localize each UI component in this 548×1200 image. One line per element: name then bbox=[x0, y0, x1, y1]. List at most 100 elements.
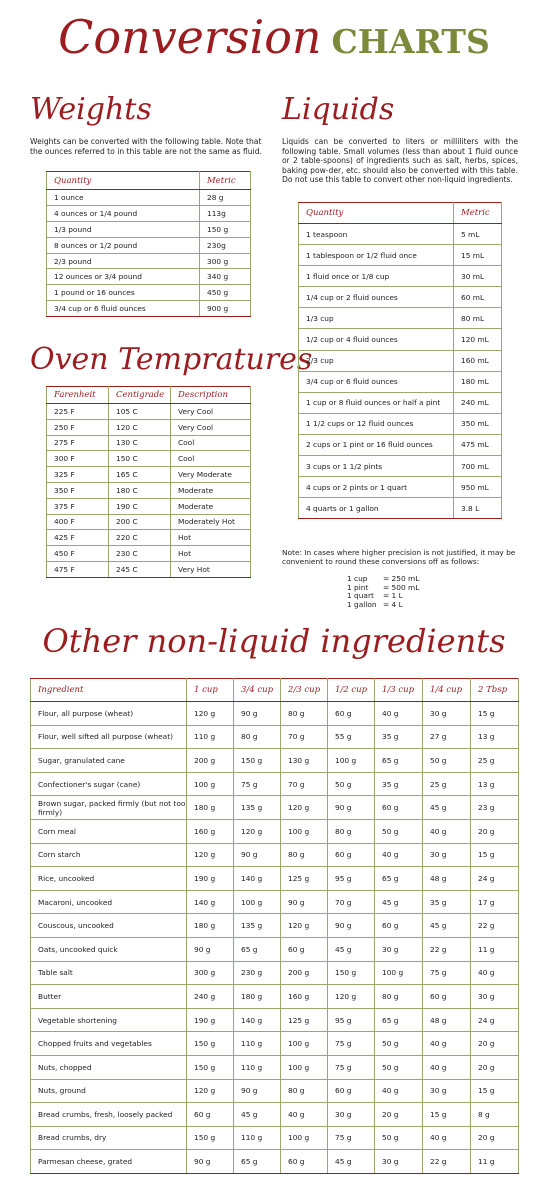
table-cell: 30 g bbox=[422, 1078, 471, 1104]
table-row: 1/2 cup or 4 fluid ounces 120 mL bbox=[298, 328, 502, 351]
table-row: 275 F 130 C Cool bbox=[46, 434, 251, 452]
table-cell: 40 g bbox=[422, 1031, 471, 1056]
table-cell: 3/4 cup or 6 fluid ounces bbox=[46, 300, 200, 318]
table-row: Nuts, chopped 150 g 110 g 100 g 75 g 50 g 40 g… bbox=[30, 1054, 519, 1080]
table-cell: 180 C bbox=[108, 481, 171, 499]
table-row: 8 ounces or 1/2 pound 230g bbox=[46, 236, 251, 254]
table-cell: 35 g bbox=[422, 889, 471, 915]
table-cell: 25 g bbox=[422, 771, 471, 797]
table-cell: 20 g bbox=[374, 1102, 423, 1127]
table-cell: 2 cups or 1 pint or 16 fluid ounces bbox=[298, 433, 454, 457]
table-cell: 3.8 L bbox=[453, 497, 502, 520]
table-cell: 15 g bbox=[470, 701, 519, 726]
table-cell: 100 g bbox=[327, 748, 375, 773]
table-cell: 50 g bbox=[422, 748, 471, 773]
table-cell: 15 g bbox=[470, 1078, 519, 1104]
table-cell: 1 pound or 16 ounces bbox=[46, 284, 200, 302]
rounding-value: = 500 mL bbox=[383, 582, 420, 592]
table-row: 225 F 105 C Very Cool bbox=[46, 403, 251, 420]
table-row: 1 ounce 28 g bbox=[46, 189, 251, 206]
table-cell: 475 mL bbox=[453, 433, 502, 457]
column-header: Centigrade bbox=[108, 386, 171, 404]
table-row: 2 cups or 1 pint or 16 fluid ounces 475 m… bbox=[298, 433, 502, 457]
table-cell: 95 g bbox=[327, 1007, 375, 1033]
table-cell: 200 g bbox=[280, 960, 328, 986]
table-cell: 65 g bbox=[374, 1007, 423, 1033]
table-row: 300 F 150 C Cool bbox=[46, 450, 251, 468]
table-cell: 135 g bbox=[233, 795, 281, 820]
table-cell: 45 g bbox=[327, 936, 375, 962]
table-cell: 8 g bbox=[470, 1102, 519, 1127]
table-cell: Oats, uncooked quick bbox=[30, 936, 187, 962]
table-cell: 950 mL bbox=[453, 476, 502, 499]
table-cell: 48 g bbox=[422, 866, 471, 891]
table-cell: 105 C bbox=[108, 403, 171, 420]
table-cell: Very Cool bbox=[170, 418, 251, 436]
table-cell: 120 C bbox=[108, 418, 171, 436]
table-cell: 20 g bbox=[470, 1054, 519, 1080]
table-cell: 120 g bbox=[280, 913, 328, 938]
table-cell: Hot bbox=[170, 529, 251, 547]
table-cell: 150 g bbox=[186, 1125, 234, 1151]
table-cell: Moderately Hot bbox=[170, 513, 251, 531]
table-cell: 200 C bbox=[108, 513, 171, 531]
table-cell: 245 C bbox=[108, 560, 171, 578]
table-cell: 80 mL bbox=[453, 307, 502, 330]
weights-intro: Weights can be converted with the follow… bbox=[30, 137, 262, 156]
table-cell: 1/2 cup or 4 fluid ounces bbox=[298, 328, 454, 351]
table-cell: 60 g bbox=[280, 936, 328, 962]
table-cell: 340 g bbox=[199, 268, 251, 286]
table-cell: 65 g bbox=[233, 1149, 281, 1174]
table-cell: 22 g bbox=[422, 936, 471, 962]
table-cell: 75 g bbox=[327, 1125, 375, 1151]
table-cell: 75 g bbox=[233, 771, 281, 797]
table-cell: 35 g bbox=[374, 771, 423, 797]
table-cell: 90 g bbox=[327, 795, 375, 820]
table-row: Corn meal 160 g 120 g 100 g 80 g 50 g 40 g 20 g bbox=[30, 818, 519, 844]
table-cell: Rice, uncooked bbox=[30, 866, 187, 891]
table-cell: 1 ounce bbox=[46, 189, 200, 206]
table-cell: 5 mL bbox=[453, 222, 502, 246]
table-cell: 100 g bbox=[280, 1054, 328, 1080]
table-cell: 110 g bbox=[186, 724, 234, 750]
table-cell: 45 g bbox=[422, 795, 471, 820]
table-cell: 80 g bbox=[280, 842, 328, 868]
table-cell: 28 g bbox=[199, 189, 251, 206]
table-cell: 140 g bbox=[233, 866, 281, 891]
table-cell: 230 g bbox=[233, 960, 281, 986]
table-cell: 300 F bbox=[46, 450, 109, 468]
table-cell: Nuts, chopped bbox=[30, 1054, 187, 1080]
table-cell: 100 g bbox=[280, 818, 328, 844]
table-cell: 2/3 pound bbox=[46, 252, 200, 270]
table-cell: Bread crumbs, fresh, loosely packed bbox=[30, 1102, 187, 1127]
table-cell: 350 F bbox=[46, 481, 109, 499]
table-cell: 40 g bbox=[374, 1078, 423, 1104]
table-cell: 30 g bbox=[327, 1102, 375, 1127]
oven-table: Farenheit Centigrade Description 225 F 105 C… bbox=[46, 386, 251, 578]
table-cell: Moderate bbox=[170, 481, 251, 499]
table-cell: 50 g bbox=[374, 1125, 423, 1151]
column-header: Metric bbox=[453, 202, 502, 224]
table-row: 2/3 pound 300 g bbox=[46, 252, 251, 270]
table-cell: 110 g bbox=[233, 1125, 281, 1151]
table-cell: Confectioner's sugar (cane) bbox=[30, 771, 187, 797]
table-cell: 160 mL bbox=[453, 349, 502, 372]
title-accent: CHARTS bbox=[331, 22, 490, 61]
table-cell: 325 F bbox=[46, 466, 109, 483]
table-cell: 70 g bbox=[280, 724, 328, 750]
table-cell: 160 g bbox=[186, 818, 234, 844]
table-cell: 60 g bbox=[374, 795, 423, 820]
table-cell: Flour, all purpose (wheat) bbox=[30, 701, 187, 726]
rounding-unit: 1 quart bbox=[347, 591, 374, 601]
rounding-item: 1 pint = 500 mL bbox=[347, 582, 467, 593]
table-cell: 135 g bbox=[233, 913, 281, 938]
table-cell: 15 g bbox=[470, 842, 519, 868]
table-cell: Flour, well sifted all purpose (wheat) bbox=[30, 724, 187, 750]
table-cell: 475 F bbox=[46, 560, 109, 578]
table-cell: 27 g bbox=[422, 724, 471, 750]
column-header: Ingredient bbox=[30, 678, 187, 702]
